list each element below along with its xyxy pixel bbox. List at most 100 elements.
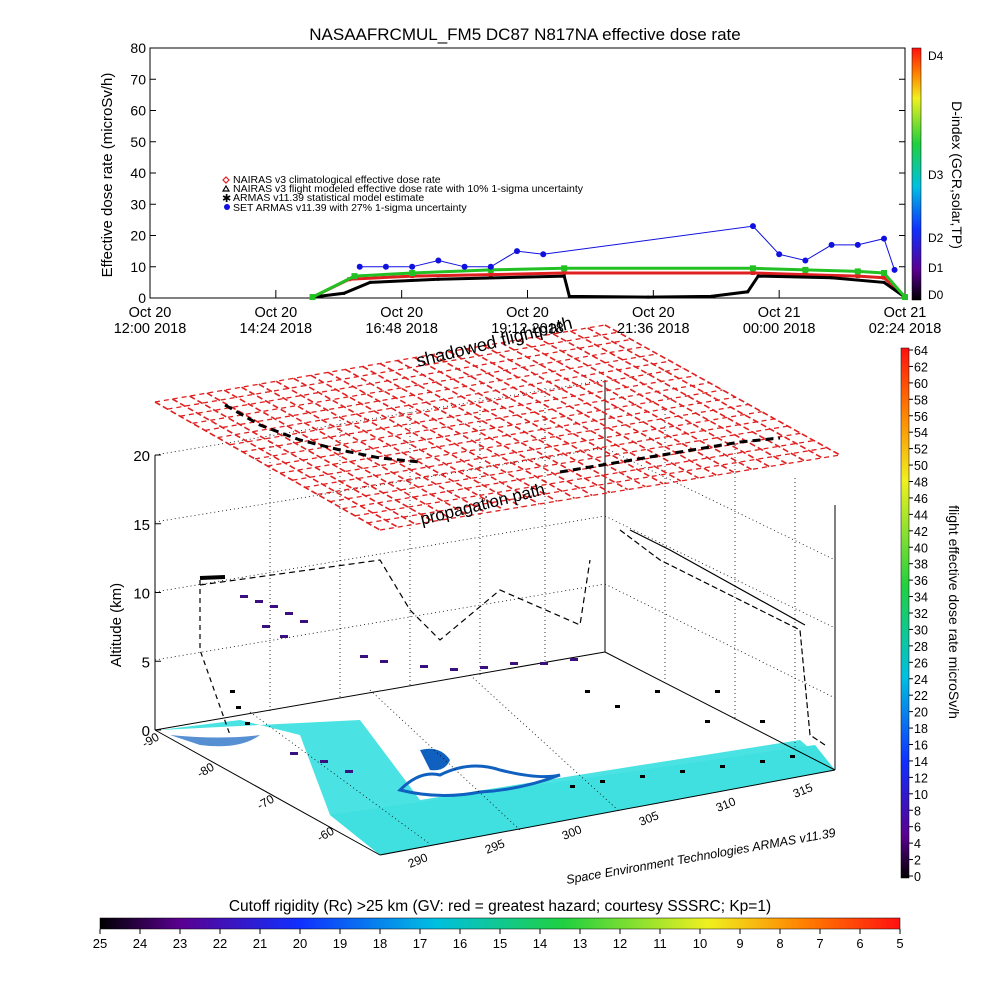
rigidity-colorbar	[99, 917, 901, 930]
data-point	[746, 290, 750, 294]
dindex-colorbar	[911, 47, 922, 301]
dose-tick-label: 10	[914, 788, 928, 802]
mesh-line	[327, 371, 558, 502]
dose-tick-label: 16	[914, 739, 928, 753]
legend: NAIRAS v3 climatological effective dose …	[221, 174, 584, 214]
data-point	[709, 294, 713, 299]
altitude-tick-label: 10	[133, 586, 150, 603]
data-point	[410, 274, 415, 279]
dose-tick-label: 32	[914, 607, 928, 621]
mesh-line	[189, 395, 416, 525]
data-point	[750, 271, 755, 275]
rigidity-tick-label: 23	[173, 936, 187, 951]
longitude-tick-label: 305	[637, 808, 661, 829]
data-point	[342, 291, 346, 295]
dose-tick-label: 40	[914, 541, 928, 555]
dindex-label-d2: D2	[928, 231, 944, 245]
dose-tick-label: 64	[914, 344, 928, 358]
rigidity-tick-label: 20	[293, 936, 307, 951]
rigidity-tick-label: 9	[736, 936, 743, 951]
data-point	[646, 295, 650, 299]
rigidity-tick-label: 24	[133, 936, 147, 951]
mesh-line	[242, 374, 697, 453]
data-point	[881, 235, 888, 242]
data-point	[382, 263, 389, 270]
mesh-line	[379, 362, 611, 494]
dose-tick-label: 42	[914, 525, 928, 539]
rigidity-tick-label: 18	[373, 936, 387, 951]
dose-tick-label: 48	[914, 476, 928, 490]
data-point	[855, 274, 860, 279]
data-point	[562, 274, 566, 278]
mesh-line	[254, 382, 710, 460]
legend-item-set-armas: SET ARMAS v11.39 with 27% 1-sigma uncert…	[224, 202, 467, 214]
dose-tick-label: 62	[914, 360, 928, 374]
ground-track-markers	[230, 690, 795, 788]
dindex-ticks: D4 D3 D2 D1 D0	[928, 49, 944, 302]
x-tick-label: 21:36 2018	[617, 321, 690, 337]
data-point	[436, 277, 440, 281]
dose-tick-label: 30	[914, 623, 928, 637]
series-line	[311, 271, 907, 299]
track-cruise-left	[199, 575, 226, 580]
data-point	[487, 266, 494, 273]
x-tick-label: 02:24 2018	[869, 321, 942, 337]
data-point	[803, 272, 808, 277]
dose-tick-label: 34	[914, 591, 928, 605]
dose-tick-label: 50	[914, 459, 928, 473]
data-point	[749, 223, 756, 230]
chart-title: NASAAFRCMUL_FM5 DC87 N817NA effective do…	[309, 25, 740, 44]
y-tick-label: 60	[130, 103, 146, 119]
rigidity-tick-label: 17	[413, 936, 427, 951]
x-tick-label: 00:00 2018	[743, 321, 816, 337]
data-point	[561, 265, 568, 272]
flight-dose-markers	[240, 595, 578, 773]
x-tick-label: Oct 21	[758, 305, 801, 321]
legend-marker-dot	[224, 204, 230, 210]
dindex-label-d0: D0	[928, 288, 944, 302]
dose-tick-label: 0	[914, 870, 921, 884]
y-tick-label: 50	[130, 134, 146, 150]
rigidity-tick-label: 15	[493, 936, 507, 951]
legend-marker-star: ✱	[222, 193, 231, 205]
y-axis: 0 10 20 30 40 50 60 70 80	[130, 40, 905, 306]
mesh-line	[279, 396, 736, 474]
series-line	[311, 266, 907, 299]
y-axis-label: Effective dose rate (microSv/h)	[99, 73, 116, 278]
data-point	[881, 270, 888, 276]
altitude-axis-label: Altitude (km)	[108, 583, 125, 667]
dose-tick-label: 18	[914, 722, 928, 736]
legend-label: NAIRAS v3 flight modeled effective dose …	[233, 183, 584, 195]
x-tick-label: Oct 20	[380, 305, 423, 321]
data-point	[749, 265, 756, 272]
data-point	[891, 266, 898, 273]
mesh-line	[354, 439, 815, 517]
data-point	[882, 280, 886, 284]
mesh-line	[293, 377, 522, 508]
rigidity-tick-label: 12	[613, 936, 627, 951]
data-point	[829, 276, 834, 280]
legend-marker-diamond	[222, 176, 230, 184]
data-point	[802, 257, 809, 264]
rigidity-tick-label: 10	[693, 936, 707, 951]
x-tick-label: 12:00 2018	[114, 321, 187, 337]
y-tick-label: 70	[130, 71, 146, 87]
track-left-climb	[199, 580, 231, 736]
grid-lines	[154, 379, 836, 845]
dose-tick-label: 14	[914, 755, 928, 769]
rigidity-tick-label: 7	[816, 936, 823, 951]
dindex-label-d3: D3	[928, 168, 944, 182]
altitude-tick-label: 0	[142, 723, 150, 740]
dose-tick-label: 4	[914, 837, 921, 851]
data-point	[567, 294, 572, 299]
altitude-tick-label: 5	[142, 654, 150, 671]
mesh-line	[167, 331, 619, 410]
mesh-line	[379, 454, 841, 531]
longitude-tick-label: 295	[483, 836, 507, 857]
mesh-line	[204, 353, 658, 432]
series-group	[309, 223, 908, 301]
dose-tick-label: 24	[914, 673, 928, 687]
mesh-line	[223, 389, 452, 520]
mesh-line	[192, 346, 645, 424]
data-point	[487, 263, 494, 270]
